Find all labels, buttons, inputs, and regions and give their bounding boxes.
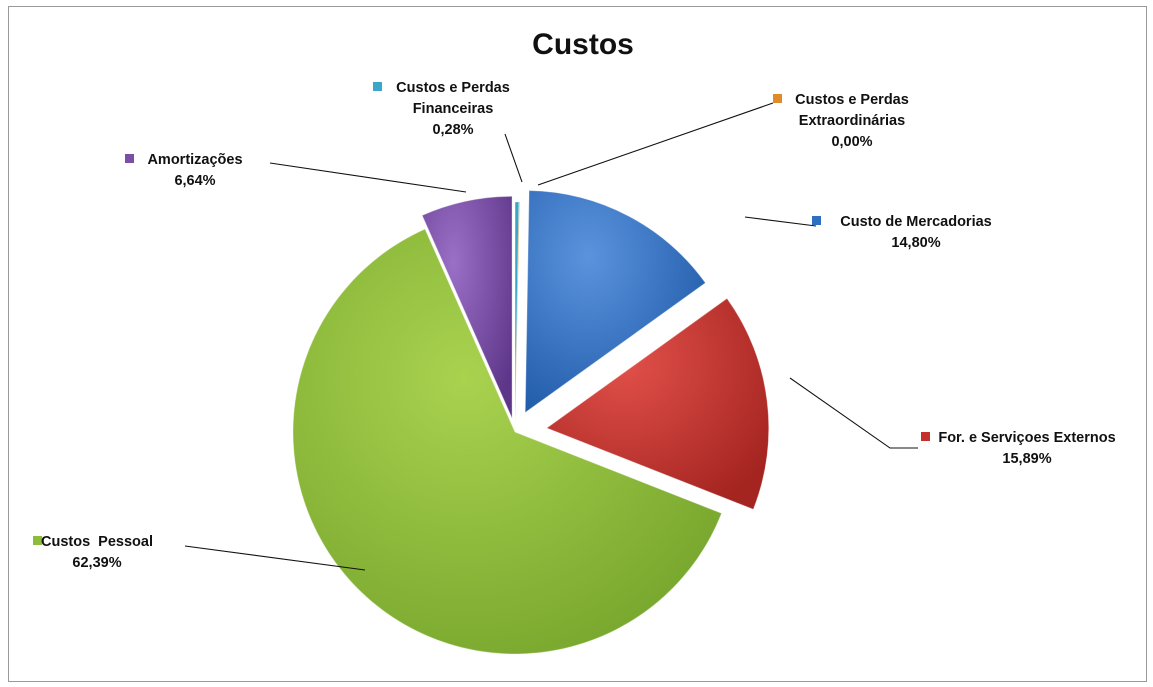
slice-label-name: Custos e Perdas xyxy=(795,92,909,108)
slice-label-name: Custos e Perdas xyxy=(396,80,510,96)
pie-slice-custos-pessoal xyxy=(292,228,723,655)
legend-swatch xyxy=(373,82,382,91)
leader-line xyxy=(504,133,523,183)
chart-title: Custos xyxy=(532,28,634,61)
legend-swatch xyxy=(921,432,930,441)
legend-swatch xyxy=(773,94,782,103)
slice-label-name: Custos Pessoal xyxy=(41,534,153,550)
slice-label-name: For. e Serviçoes Externos xyxy=(938,430,1115,446)
pie-slice-custo-de-mercadorias xyxy=(524,190,707,414)
pie-slice-for-e-servi-oes-externos xyxy=(545,297,770,510)
leader-line xyxy=(789,377,918,449)
pie-slices xyxy=(292,190,770,655)
leader-lines xyxy=(184,102,918,571)
slice-labels: Custo de Mercadorias 14,80% For. e Serviço… xyxy=(33,80,1116,571)
slice-label-value: 6,64% xyxy=(174,173,215,189)
leader-line xyxy=(744,216,817,227)
legend-swatch xyxy=(812,216,821,225)
legend-swatch xyxy=(33,536,42,545)
slice-label-value: 62,39% xyxy=(72,555,121,571)
leader-line xyxy=(184,545,366,571)
legend-swatch xyxy=(125,154,134,163)
slice-label-name: Amortizações xyxy=(147,152,242,168)
pie-slice-amortiza-es xyxy=(421,195,513,419)
slice-label-name: Extraordinárias xyxy=(799,113,905,129)
pie-slice-custos-e-perdas-financeiras xyxy=(514,201,520,425)
leader-line xyxy=(537,102,774,186)
slice-label-name: Financeiras xyxy=(413,101,494,117)
slice-label-value: 0,00% xyxy=(831,134,872,150)
pie-slice-custos-e-perdas-extraordin-rias xyxy=(514,201,521,425)
slice-label-value: 15,89% xyxy=(1002,451,1051,467)
slice-label-value: 0,28% xyxy=(432,122,473,138)
slice-label-value: 14,80% xyxy=(891,235,940,251)
leader-line xyxy=(269,162,467,193)
slice-label-name: Custo de Mercadorias xyxy=(840,214,992,230)
